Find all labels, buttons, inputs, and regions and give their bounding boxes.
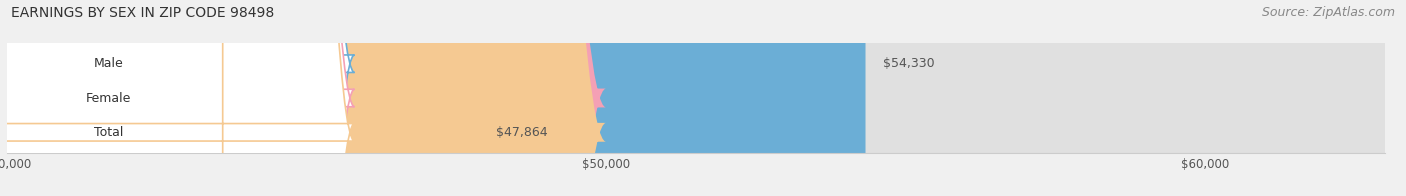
FancyBboxPatch shape bbox=[7, 0, 866, 196]
FancyBboxPatch shape bbox=[0, 0, 354, 196]
Text: Male: Male bbox=[94, 57, 124, 70]
FancyBboxPatch shape bbox=[0, 0, 606, 196]
FancyBboxPatch shape bbox=[0, 0, 354, 196]
Text: $47,864: $47,864 bbox=[496, 126, 548, 139]
FancyBboxPatch shape bbox=[7, 0, 1385, 196]
FancyBboxPatch shape bbox=[7, 0, 1385, 196]
Text: Source: ZipAtlas.com: Source: ZipAtlas.com bbox=[1261, 6, 1395, 19]
FancyBboxPatch shape bbox=[0, 0, 354, 196]
Text: $54,330: $54,330 bbox=[883, 57, 935, 70]
Text: Female: Female bbox=[86, 92, 132, 104]
Text: $41,448: $41,448 bbox=[111, 92, 163, 104]
Text: EARNINGS BY SEX IN ZIP CODE 98498: EARNINGS BY SEX IN ZIP CODE 98498 bbox=[11, 6, 274, 20]
FancyBboxPatch shape bbox=[7, 0, 1385, 196]
FancyBboxPatch shape bbox=[0, 0, 606, 196]
Text: Total: Total bbox=[94, 126, 124, 139]
